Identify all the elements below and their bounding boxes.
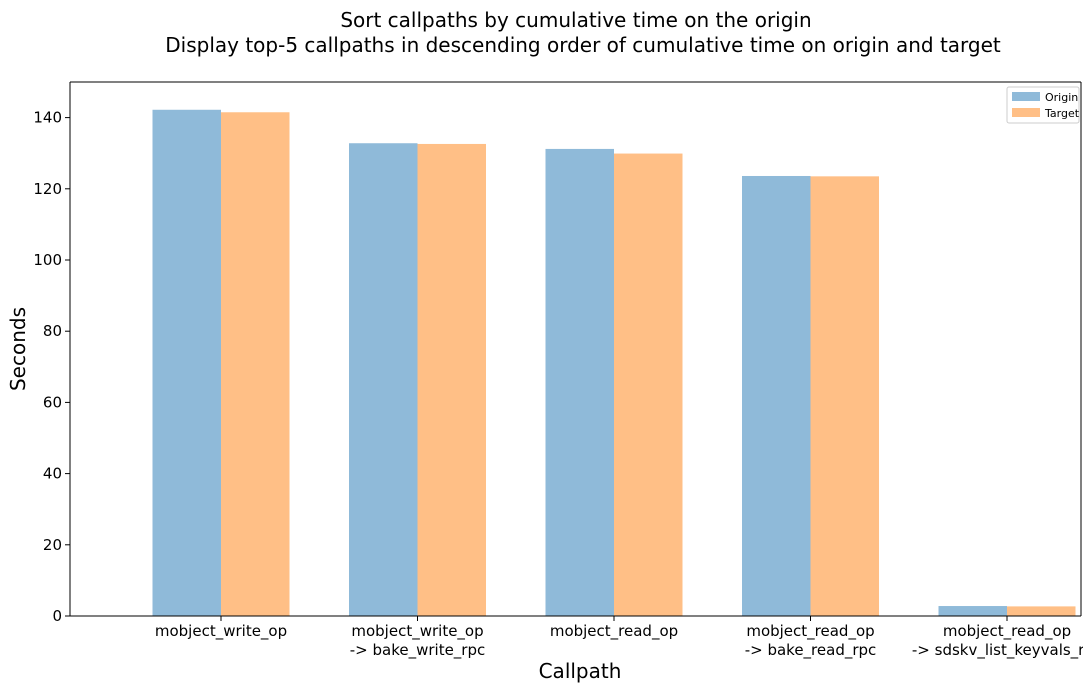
- bar-origin-2: [545, 148, 614, 617]
- y-tick-label-1: 20: [43, 536, 62, 554]
- x-ticks-group: mobject_write_op mobject_write_op-> bake_…: [155, 616, 1083, 660]
- legend: Origin Target: [1006, 86, 1080, 124]
- bar-origin-3: [742, 175, 811, 616]
- bar-origin-4: [938, 606, 1007, 616]
- x-tick-label-4-1: -> sdskv_list_keyvals_rpc: [912, 641, 1083, 660]
- x-tick-label-2-0: mobject_read_op: [550, 622, 678, 641]
- bar-origin-0: [152, 109, 221, 616]
- y-axis-label: Seconds: [6, 307, 30, 391]
- y-tick-label-2: 40: [43, 465, 62, 483]
- x-tick-label-1-1: -> bake_write_rpc: [350, 641, 486, 660]
- y-tick-label-0: 0: [52, 607, 62, 625]
- legend-swatch-origin: [1012, 92, 1040, 101]
- legend-label-origin: Origin: [1045, 91, 1078, 104]
- chart-title-line-2: Display top-5 callpaths in descending or…: [165, 33, 1001, 57]
- y-tick-label-3: 60: [43, 393, 62, 411]
- x-axis-label: Callpath: [539, 659, 622, 683]
- bar-target-4: [1007, 606, 1076, 616]
- x-tick-label-0-0: mobject_write_op: [155, 622, 287, 641]
- bar-target-1: [417, 143, 486, 616]
- bar-target-2: [614, 153, 683, 616]
- y-tick-label-5: 100: [33, 251, 62, 269]
- chart-title-line-1: Sort callpaths by cumulative time on the…: [340, 8, 811, 32]
- bars-group: [152, 109, 1076, 617]
- x-tick-label-1-0: mobject_write_op: [351, 622, 483, 641]
- x-tick-label-4-0: mobject_read_op: [943, 622, 1071, 641]
- legend-label-target: Target: [1044, 107, 1080, 120]
- x-tick-label-3-0: mobject_read_op: [746, 622, 874, 641]
- bar-target-0: [221, 112, 290, 616]
- y-ticks-group: 0 20 40 60 80 100 120 140: [33, 109, 70, 625]
- legend-swatch-target: [1012, 108, 1040, 117]
- y-tick-label-4: 80: [43, 322, 62, 340]
- y-tick-label-7: 140: [33, 109, 62, 127]
- y-tick-label-6: 120: [33, 180, 62, 198]
- bar-target-3: [810, 176, 879, 616]
- x-tick-label-3-1: -> bake_read_rpc: [745, 641, 877, 660]
- bar-origin-1: [349, 143, 418, 616]
